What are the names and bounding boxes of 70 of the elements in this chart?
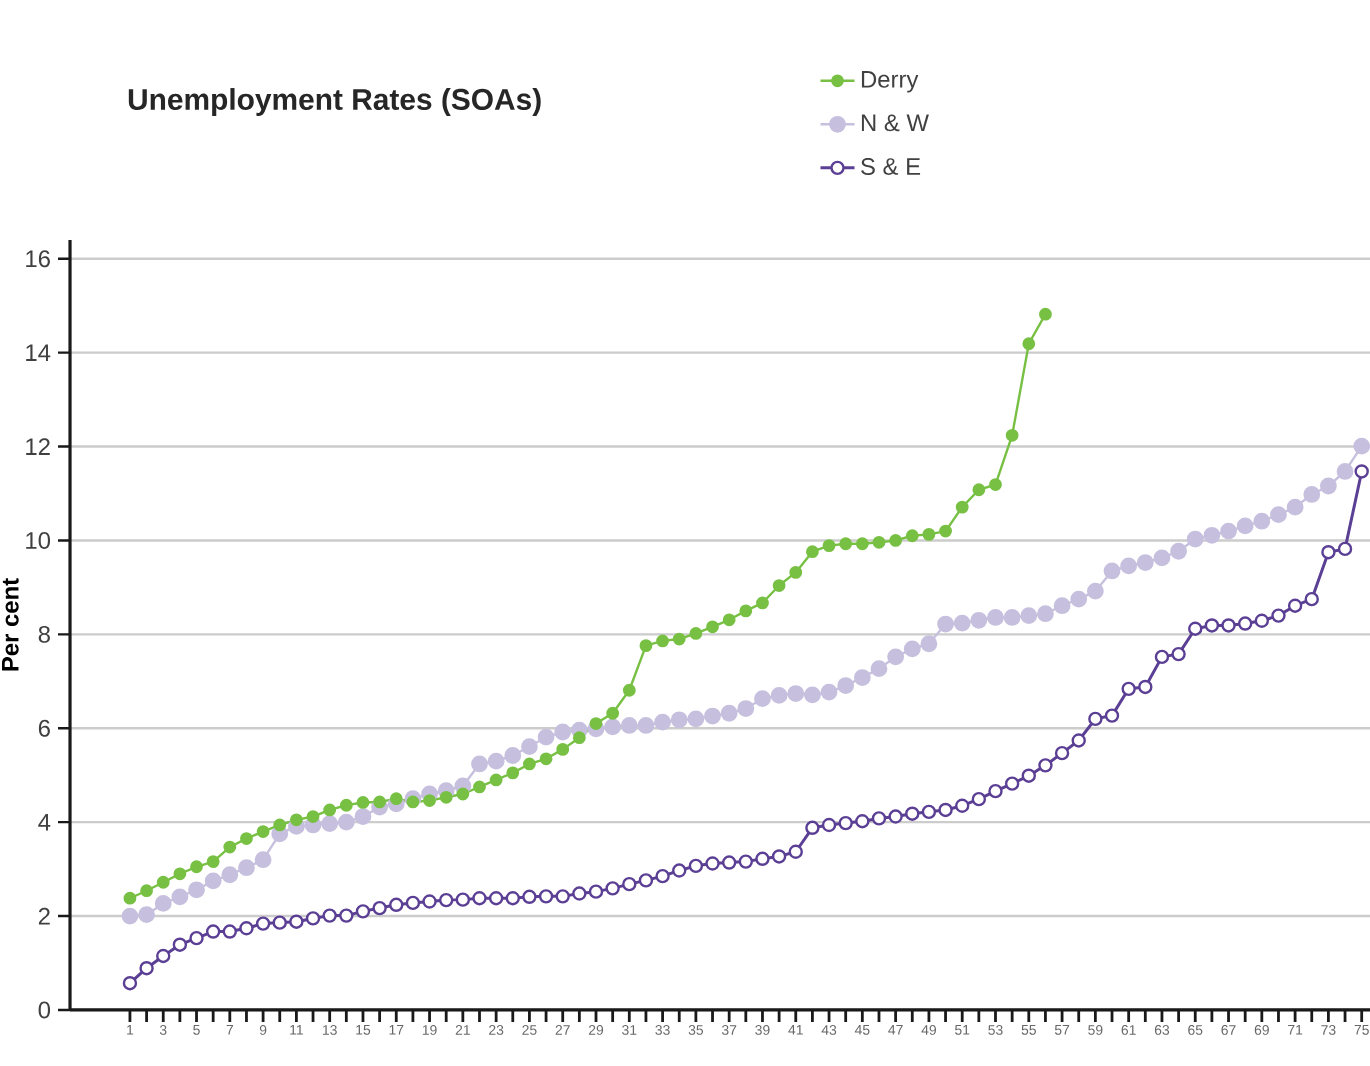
point — [789, 565, 803, 579]
point — [423, 794, 436, 807]
point — [406, 795, 420, 809]
y-tick-label: 4 — [38, 813, 51, 831]
point — [323, 803, 337, 817]
point — [240, 832, 253, 845]
point — [473, 780, 486, 794]
point — [955, 500, 969, 514]
legend-label: N & W — [861, 114, 929, 132]
point — [722, 613, 736, 627]
y-tick-label: 6 — [38, 719, 50, 737]
point — [373, 795, 387, 809]
point — [190, 860, 203, 874]
point — [123, 891, 137, 905]
y-tick-label: 14 — [26, 344, 51, 361]
point — [905, 529, 919, 543]
y-tick-label: 12 — [26, 438, 50, 455]
point — [1039, 307, 1052, 321]
point — [1022, 337, 1036, 351]
point — [972, 483, 986, 497]
legend-label: Derry — [861, 71, 919, 93]
y-axis-title: Per cent — [2, 578, 19, 671]
point — [289, 813, 303, 827]
point — [572, 731, 586, 745]
point — [339, 798, 353, 812]
point — [806, 545, 819, 559]
point — [706, 620, 719, 634]
point — [389, 792, 403, 806]
point — [889, 534, 903, 547]
point — [456, 787, 470, 801]
point — [1005, 428, 1019, 442]
y-tick-label: 8 — [38, 625, 50, 643]
point — [656, 634, 669, 648]
point — [173, 867, 187, 881]
point — [356, 796, 370, 809]
point — [822, 539, 836, 553]
chart-title: Unemployment Rates (SOAs) — [128, 88, 541, 116]
point — [672, 632, 686, 646]
point — [156, 875, 170, 889]
point — [489, 773, 503, 787]
point — [855, 537, 869, 551]
point — [639, 639, 653, 653]
point — [989, 478, 1002, 491]
point — [506, 766, 520, 780]
point — [589, 717, 603, 730]
point — [922, 527, 936, 541]
point — [273, 818, 287, 832]
point — [622, 683, 636, 697]
legend-label: S & E — [861, 158, 921, 175]
point — [689, 627, 703, 640]
point — [839, 537, 853, 551]
point — [939, 524, 952, 538]
point — [256, 825, 270, 838]
point — [772, 579, 786, 592]
point — [140, 884, 153, 898]
point — [756, 596, 769, 610]
y-tick-label: 10 — [26, 532, 51, 549]
point — [523, 757, 536, 771]
point — [872, 535, 886, 549]
point — [439, 790, 453, 804]
point — [556, 742, 570, 756]
point — [223, 840, 237, 854]
point — [606, 706, 620, 720]
point — [739, 604, 753, 618]
y-tick-label: 0 — [38, 1001, 51, 1019]
point — [539, 752, 553, 766]
y-tick-label: 16 — [26, 250, 50, 268]
point — [306, 810, 320, 823]
y-tick-label: 2 — [38, 907, 50, 925]
point — [206, 855, 220, 868]
